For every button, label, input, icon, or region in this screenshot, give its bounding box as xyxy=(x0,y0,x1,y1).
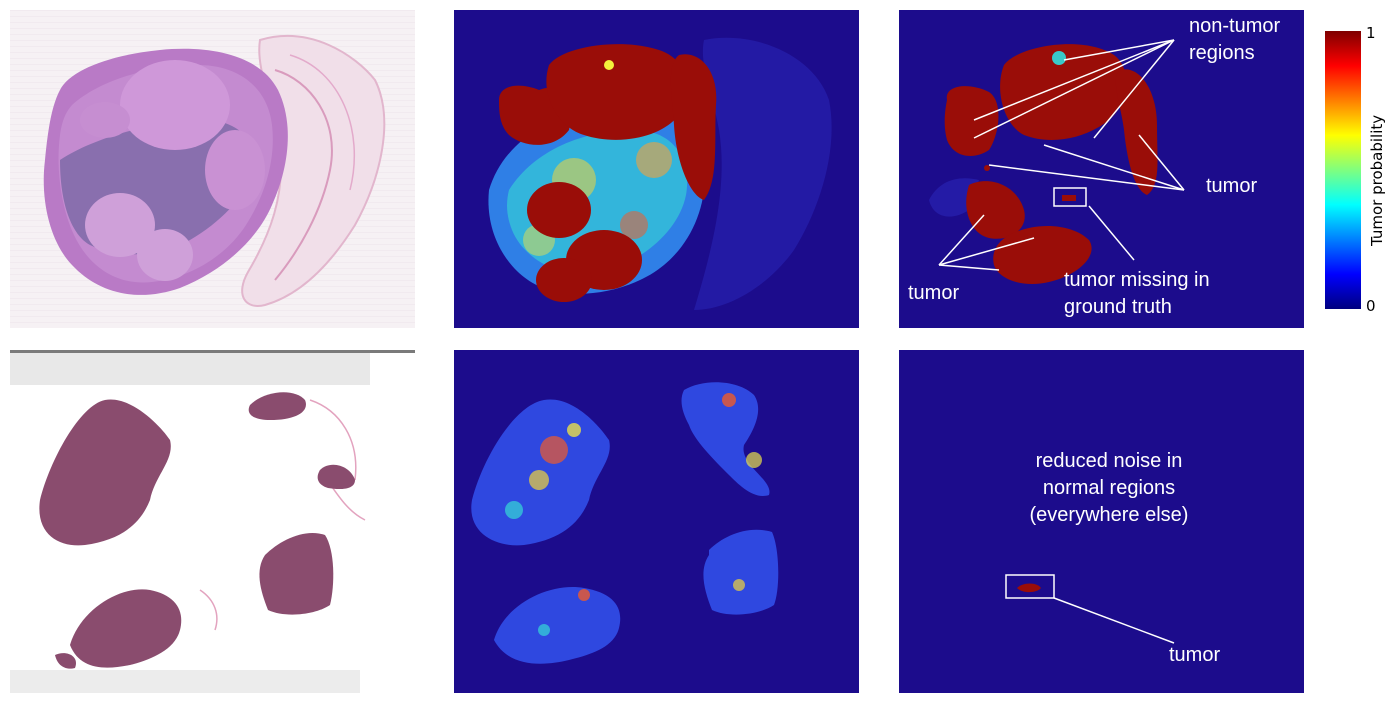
bottom-slide-image xyxy=(10,350,415,693)
bottom-improved-heatmap: reduced noise in normal regions (everywh… xyxy=(899,350,1304,693)
top-slide-image xyxy=(10,10,415,328)
colorbar-min-label: 0 xyxy=(1366,297,1376,315)
annotation-reduced-noise: reduced noise in normal regions (everywh… xyxy=(1029,450,1189,526)
top-improved-heatmap-drawing xyxy=(899,10,1304,328)
colorbar xyxy=(1325,31,1361,309)
annotation-tumor-missing: tumor missing in ground truth xyxy=(1064,269,1210,318)
top-improved-heatmap: non-tumor regions tumor tumor tumor miss… xyxy=(899,10,1304,328)
colorbar-max-label: 1 xyxy=(1366,24,1376,42)
annotation-non-tumor-regions: non-tumor regions xyxy=(1189,15,1281,64)
colorbar-gradient xyxy=(1325,31,1361,309)
bottom-baseline-heatmap xyxy=(454,350,859,693)
bottom-baseline-heatmap-drawing xyxy=(454,350,859,693)
annotation-tumor-left: tumor xyxy=(908,282,960,304)
top-slide-tissue xyxy=(10,10,415,328)
colorbar-title: Tumor probability xyxy=(1368,114,1386,246)
top-baseline-heatmap xyxy=(454,10,859,328)
top-baseline-heatmap-drawing xyxy=(454,10,859,328)
bottom-improved-heatmap-drawing xyxy=(899,350,1304,693)
bottom-slide-tissue xyxy=(10,350,415,693)
annotation-tumor-bottom: tumor xyxy=(1169,644,1221,666)
annotation-tumor-right: tumor xyxy=(1206,175,1258,197)
